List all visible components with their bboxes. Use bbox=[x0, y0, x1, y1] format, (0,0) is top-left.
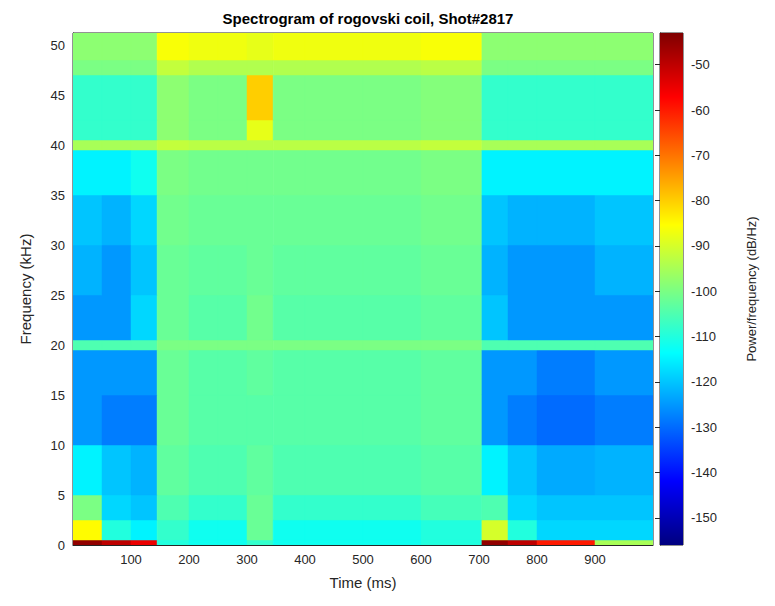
svg-text:900: 900 bbox=[584, 552, 606, 567]
svg-text:30: 30 bbox=[51, 238, 65, 253]
svg-text:25: 25 bbox=[51, 288, 65, 303]
svg-text:500: 500 bbox=[352, 552, 374, 567]
svg-text:-50: -50 bbox=[691, 57, 710, 72]
svg-text:-100: -100 bbox=[691, 284, 717, 299]
svg-text:Time (ms): Time (ms) bbox=[330, 574, 397, 591]
svg-text:0: 0 bbox=[58, 538, 65, 553]
svg-text:Power/frequency (dB/Hz): Power/frequency (dB/Hz) bbox=[744, 216, 759, 361]
svg-text:100: 100 bbox=[120, 552, 142, 567]
svg-text:300: 300 bbox=[236, 552, 258, 567]
svg-text:-150: -150 bbox=[691, 510, 717, 525]
svg-text:800: 800 bbox=[526, 552, 548, 567]
svg-text:-140: -140 bbox=[691, 465, 717, 480]
svg-text:Frequency (kHz): Frequency (kHz) bbox=[17, 234, 34, 345]
svg-text:40: 40 bbox=[51, 138, 65, 153]
svg-text:10: 10 bbox=[51, 438, 65, 453]
svg-text:-60: -60 bbox=[691, 103, 710, 118]
svg-text:35: 35 bbox=[51, 188, 65, 203]
svg-text:-80: -80 bbox=[691, 193, 710, 208]
svg-text:Spectrogram of rogovski coil,: Spectrogram of rogovski coil, Shot#2817 bbox=[223, 10, 514, 27]
svg-text:-130: -130 bbox=[691, 420, 717, 435]
svg-text:-70: -70 bbox=[691, 148, 710, 163]
svg-text:45: 45 bbox=[51, 88, 65, 103]
svg-text:-90: -90 bbox=[691, 238, 710, 253]
svg-text:15: 15 bbox=[51, 388, 65, 403]
svg-text:5: 5 bbox=[58, 488, 65, 503]
svg-text:-120: -120 bbox=[691, 374, 717, 389]
svg-text:-110: -110 bbox=[691, 329, 716, 344]
svg-text:600: 600 bbox=[410, 552, 432, 567]
svg-text:700: 700 bbox=[468, 552, 490, 567]
svg-text:20: 20 bbox=[51, 338, 65, 353]
svg-text:400: 400 bbox=[294, 552, 316, 567]
svg-text:50: 50 bbox=[51, 38, 65, 53]
svg-text:200: 200 bbox=[178, 552, 200, 567]
